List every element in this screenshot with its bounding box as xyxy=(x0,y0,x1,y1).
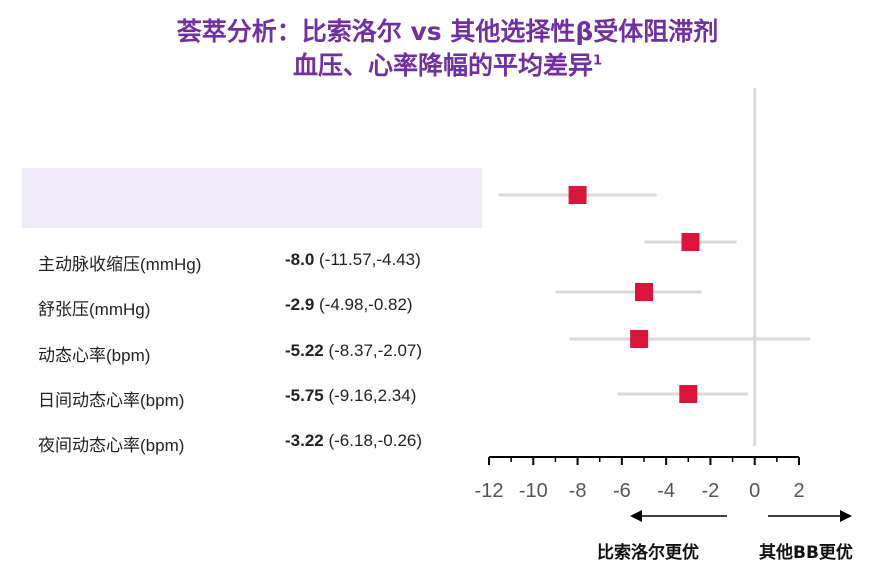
x-tick-label: -12 xyxy=(475,480,504,502)
x-tick-label: -6 xyxy=(613,480,631,502)
direction-label-right: 其他BB更优 xyxy=(759,543,853,563)
row-value-diastolic: -2.9 (-4.98,-0.82) xyxy=(285,295,413,315)
row-ci: (-6.18,-0.26) xyxy=(328,431,423,450)
x-tick-label: -10 xyxy=(519,480,548,502)
x-tick-label: -4 xyxy=(657,480,675,502)
point-marker xyxy=(630,330,649,348)
point-marker xyxy=(635,283,653,301)
row-estimate: -3.22 xyxy=(285,431,324,450)
row-label-nighttime-hr: 夜间动态心率(bpm) xyxy=(38,436,185,455)
header-band xyxy=(22,168,482,228)
row-estimate: -5.22 xyxy=(285,341,324,360)
x-tick-label: -8 xyxy=(569,480,587,502)
row-estimate: -2.9 xyxy=(285,295,315,314)
row-ci: (-9.16,2.34) xyxy=(328,386,417,405)
arrow-left-icon xyxy=(630,510,642,522)
point-marker xyxy=(679,385,698,403)
row-value-ambulatory-hr: -5.22 (-8.37,-2.07) xyxy=(285,341,422,361)
arrow-right-icon xyxy=(840,510,852,522)
row-ci: (-8.37,-2.07) xyxy=(328,341,423,360)
chart-title-line1: 荟萃分析：比索洛尔 vs 其他选择性β受体阻滞剂 xyxy=(176,17,719,46)
chart-title-line2: 血压、心率降幅的平均差异1 xyxy=(0,46,895,82)
row-estimate: -8.0 xyxy=(285,250,315,269)
x-tick-label: 2 xyxy=(793,480,804,502)
row-label-diastolic: 舒张压(mmHg) xyxy=(38,300,151,319)
direction-label-left: 比索洛尔更优 xyxy=(597,543,699,563)
row-label-ambulatory-hr: 动态心率(bpm) xyxy=(38,346,151,365)
row-ci: (-11.57,-4.43) xyxy=(319,250,421,269)
row-value-aortic-systolic: -8.0 (-11.57,-4.43) xyxy=(285,250,421,270)
x-tick-label: 0 xyxy=(749,480,760,502)
point-marker xyxy=(681,233,700,251)
row-label-aortic-systolic: 主动脉收缩压(mmHg) xyxy=(38,255,202,274)
point-marker xyxy=(568,186,587,204)
row-estimate: -5.75 xyxy=(285,386,324,405)
row-value-daytime-hr: -5.75 (-9.16,2.34) xyxy=(285,386,416,406)
chart-title-line2-text: 血压、心率降幅的平均差异 xyxy=(292,51,593,80)
row-ci: (-4.98,-0.82) xyxy=(319,295,413,314)
x-tick-label: -2 xyxy=(702,480,720,502)
chart-title-footnote: 1 xyxy=(592,53,603,69)
row-label-daytime-hr: 日间动态心率(bpm) xyxy=(38,391,185,410)
row-value-nighttime-hr: -3.22 (-6.18,-0.26) xyxy=(285,431,422,451)
